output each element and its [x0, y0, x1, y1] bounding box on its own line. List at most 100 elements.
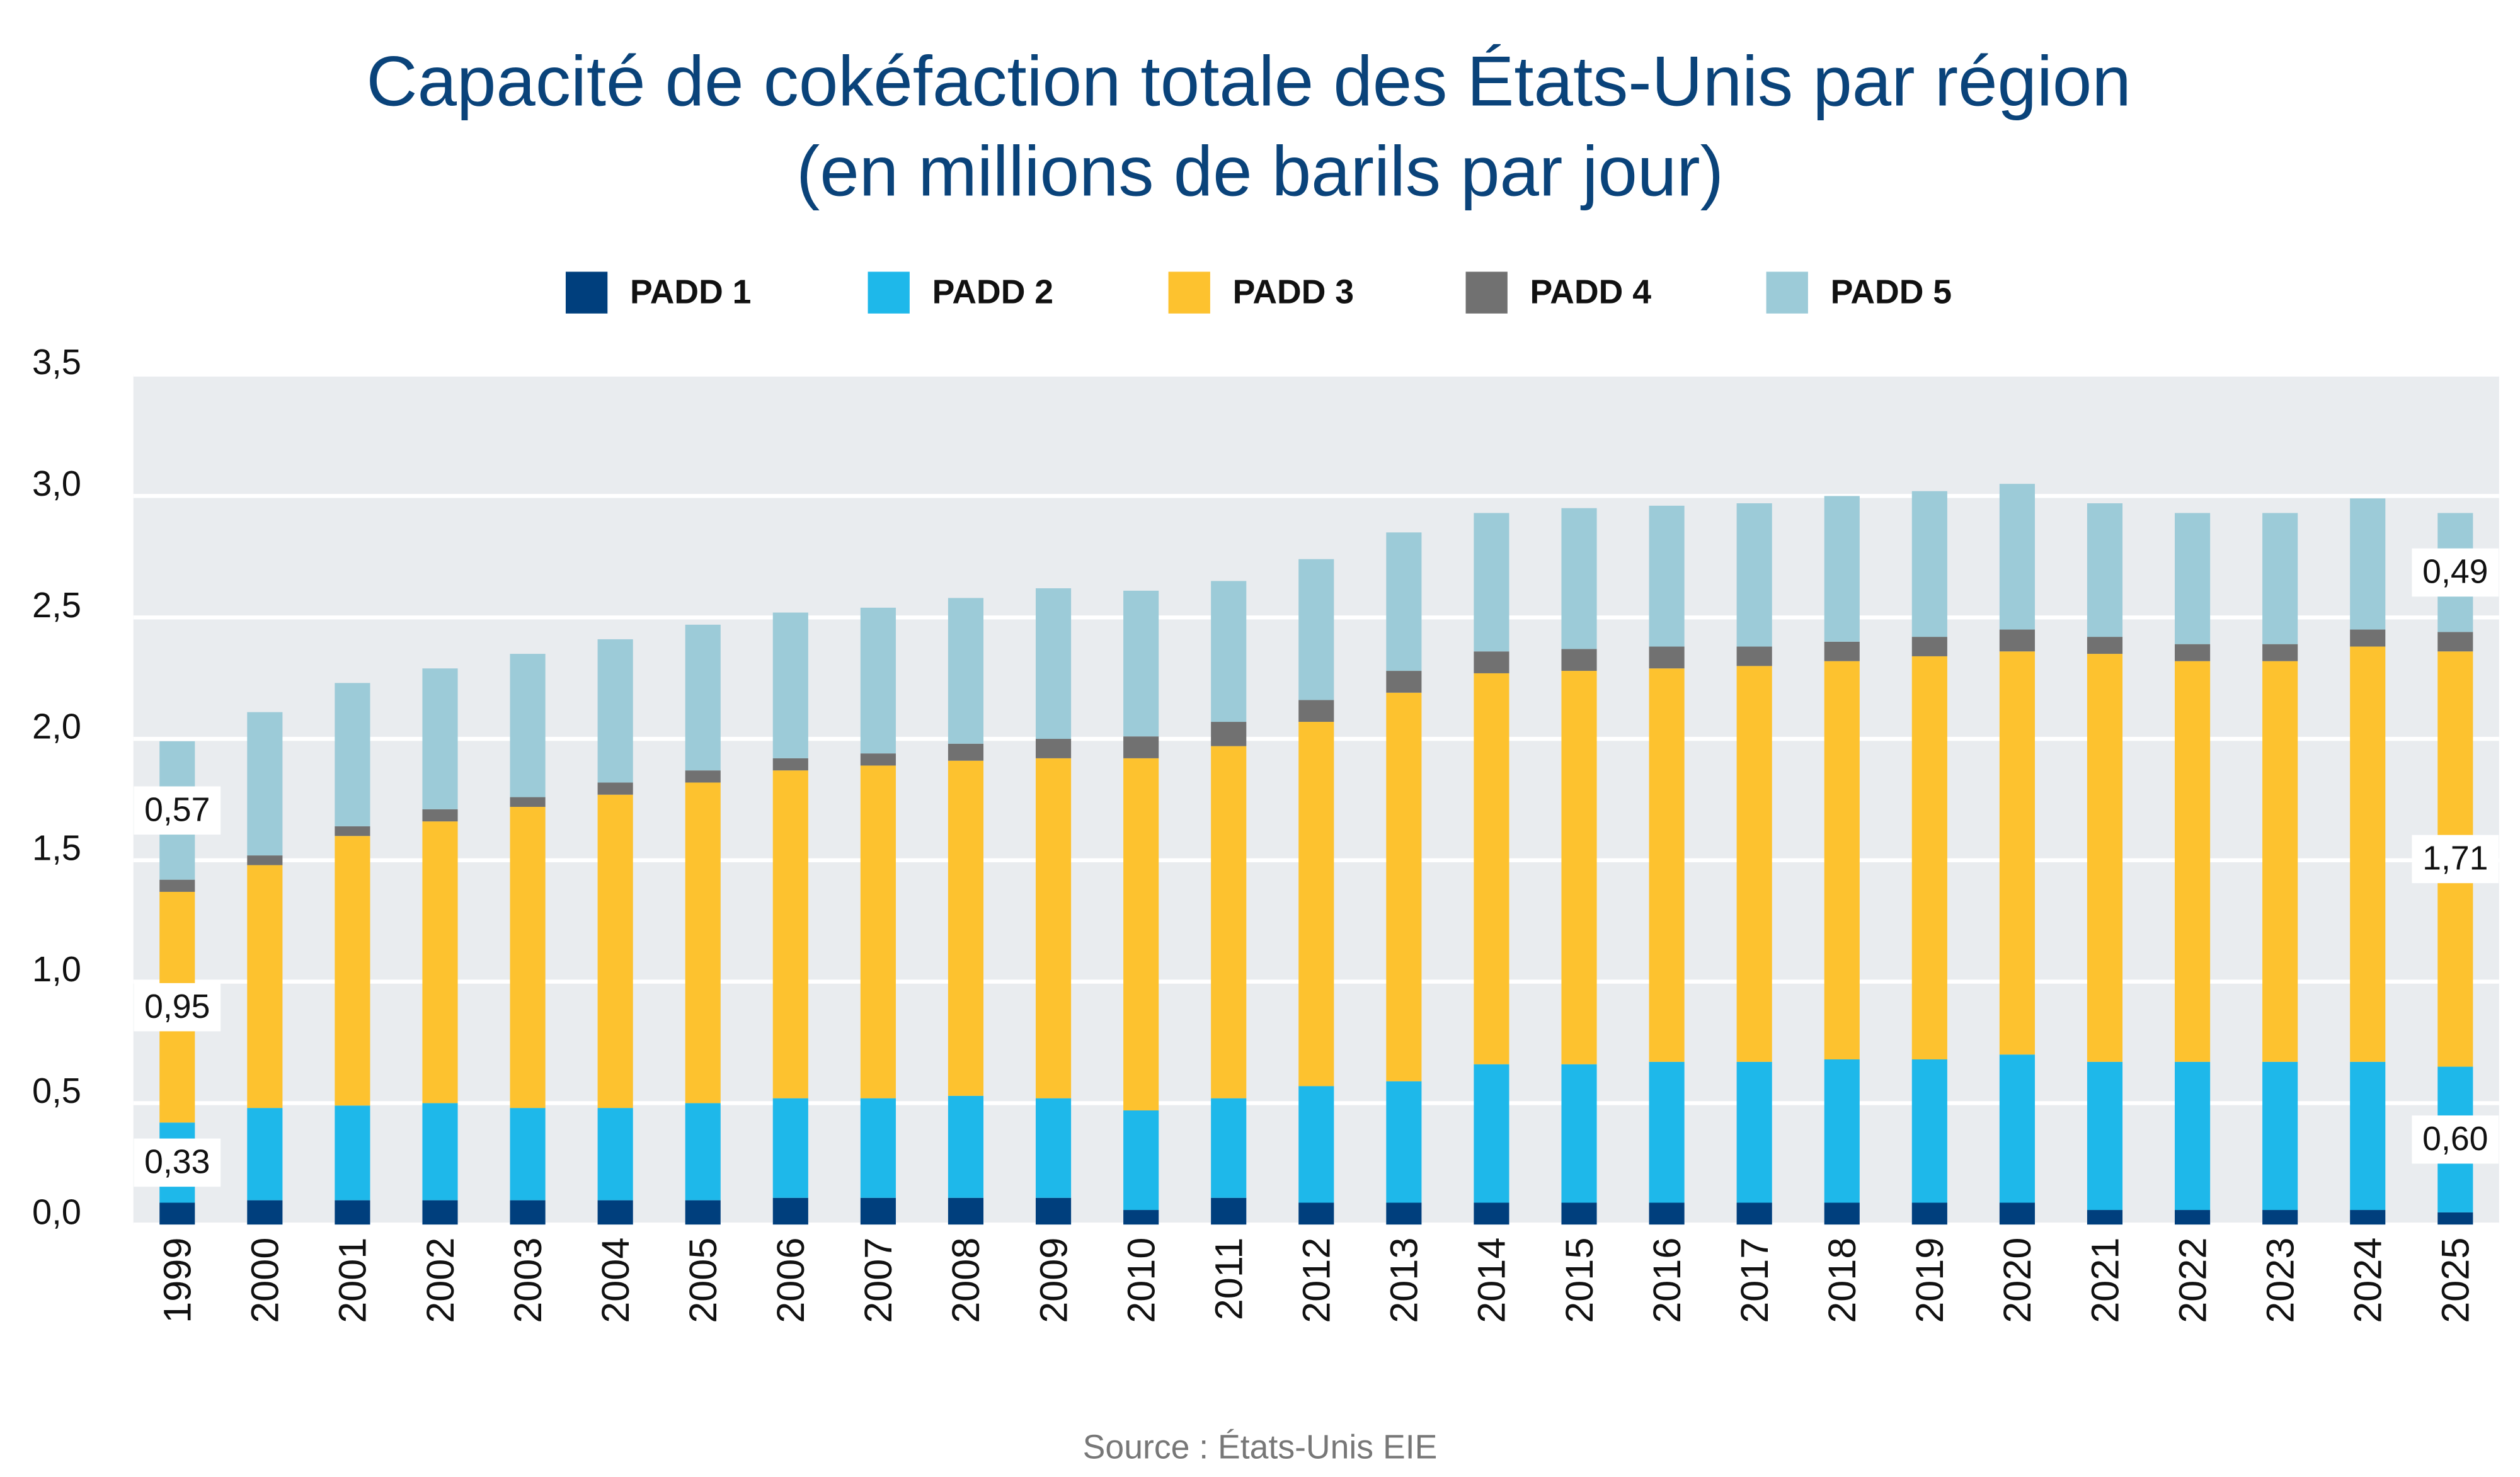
bar-segment — [685, 782, 721, 1103]
legend-label: PADD 5 — [1831, 273, 1952, 311]
y-tick-label: 1,5 — [32, 828, 81, 867]
bar-segment — [948, 598, 984, 744]
bar-segment — [1035, 588, 1072, 739]
bar-segment — [2087, 637, 2123, 654]
bar-segment — [1911, 1059, 1947, 1203]
bar-segment — [247, 1200, 283, 1225]
bar-segment — [1824, 661, 1860, 1059]
x-tick-label: 2024 — [2346, 1238, 2389, 1323]
legend-swatch — [1168, 271, 1210, 314]
bar-segment — [2175, 661, 2211, 1062]
bar-segment — [1999, 651, 2035, 1055]
x-tick-label: 2000 — [244, 1238, 287, 1323]
bar-segment — [2350, 1061, 2386, 1211]
bar-segment — [860, 1197, 896, 1225]
bar-segment — [510, 1200, 546, 1225]
y-tick-label: 2,5 — [32, 585, 81, 625]
bar-segment — [1736, 646, 1772, 666]
bar-segment — [2087, 1210, 2123, 1225]
legend-swatch — [565, 271, 608, 314]
legend-label: PADD 2 — [932, 273, 1053, 311]
bar-segment — [1123, 1210, 1159, 1225]
bar-segment — [335, 683, 370, 826]
value-label: 0,33 — [144, 1144, 210, 1181]
bar-segment — [2437, 1212, 2473, 1225]
bar-segment — [1474, 1064, 1509, 1203]
bar-segment — [1474, 673, 1509, 1064]
bar-segment — [1824, 1202, 1860, 1225]
bar-segment — [2350, 646, 2386, 1062]
x-tick-label: 2017 — [1733, 1238, 1776, 1323]
bar-segment — [2175, 644, 2211, 661]
bar-segment — [1561, 508, 1597, 649]
bar-segment — [860, 753, 896, 766]
bar-segment — [2262, 644, 2298, 661]
x-tick-label: 2008 — [944, 1238, 987, 1323]
bar-segment — [1035, 1098, 1072, 1198]
bar-segment — [597, 1108, 633, 1200]
chart-subtitle: (en millions de barils par jour) — [796, 132, 1724, 211]
value-label-box — [134, 983, 221, 1032]
bar-segment — [422, 809, 458, 822]
value-label-box — [2412, 1115, 2499, 1164]
bar-segment — [1736, 1061, 1772, 1203]
bar-segment — [2262, 1210, 2298, 1225]
bar-segment — [597, 1200, 633, 1225]
bar-segment — [247, 712, 283, 856]
bar-segment — [1736, 1202, 1772, 1225]
bar-segment — [772, 1197, 808, 1225]
bar-segment — [1911, 1202, 1947, 1225]
bar-segment — [948, 760, 984, 1096]
bar-segment — [1474, 651, 1509, 673]
bar-segment — [1298, 559, 1334, 700]
bar-segment — [335, 1105, 370, 1200]
legend-swatch — [1766, 271, 1808, 314]
bar-segment — [2350, 498, 2386, 630]
bar-segment — [948, 1095, 984, 1198]
bar-segment — [2262, 1061, 2298, 1211]
bar-segment — [1386, 1081, 1422, 1203]
bar-segment — [2262, 513, 2298, 644]
bar-segment — [1824, 1059, 1860, 1203]
bar-segment — [772, 770, 808, 1098]
legend-label: PADD 4 — [1530, 273, 1652, 311]
bar-segment — [1386, 671, 1422, 693]
x-tick-label: 2011 — [1207, 1238, 1250, 1321]
bar-segment — [1035, 739, 1072, 758]
y-tick-label: 2,0 — [32, 707, 81, 746]
bar-segment — [1999, 1054, 2035, 1203]
bar-segment — [1824, 496, 1860, 642]
bar-segment — [510, 654, 546, 797]
bar-segment — [1561, 649, 1597, 671]
x-tick-label: 2023 — [2259, 1238, 2301, 1323]
value-label: 0,95 — [144, 988, 210, 1025]
bar-segment — [335, 836, 370, 1106]
bar-segment — [1035, 1197, 1072, 1225]
x-tick-label: 2015 — [1558, 1238, 1601, 1323]
y-tick-label: 3,5 — [32, 342, 81, 382]
bar-segment — [1298, 1086, 1334, 1203]
bar-segment — [1211, 581, 1247, 722]
bar-segment — [1649, 505, 1685, 647]
bar-segment — [597, 639, 633, 783]
value-label: 1,71 — [2422, 840, 2488, 877]
bar-segment — [2175, 513, 2211, 644]
chart-title: Capacité de cokéfaction totale des États… — [367, 42, 2131, 121]
bar-segment — [1211, 1098, 1247, 1198]
x-tick-label: 2012 — [1295, 1238, 1338, 1323]
bar-segment — [860, 607, 896, 754]
bar-segment — [422, 668, 458, 809]
bar-segment — [772, 1098, 808, 1198]
bar-segment — [2087, 1061, 2123, 1211]
x-tick-label: 2018 — [1821, 1238, 1864, 1323]
bar-segment — [597, 794, 633, 1109]
y-tick-label: 0,5 — [32, 1071, 81, 1110]
bar-segment — [1298, 1202, 1334, 1225]
value-label: 0,57 — [144, 791, 210, 828]
bar-segment — [685, 770, 721, 783]
x-tick-label: 2025 — [2434, 1238, 2477, 1323]
bar-segment — [2262, 661, 2298, 1062]
y-tick-label: 3,0 — [32, 464, 81, 503]
bar-segment — [948, 743, 984, 761]
